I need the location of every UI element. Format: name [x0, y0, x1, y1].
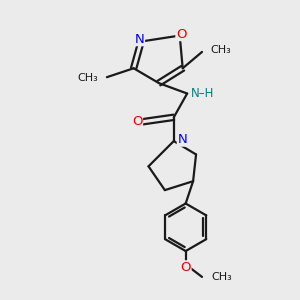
Text: CH₃: CH₃ [78, 73, 99, 83]
Text: O: O [132, 115, 142, 128]
Text: CH₃: CH₃ [210, 45, 231, 56]
Text: N: N [177, 133, 187, 146]
Text: N–H: N–H [191, 87, 214, 100]
Text: O: O [180, 261, 191, 274]
Text: O: O [176, 28, 187, 40]
Text: CH₃: CH₃ [211, 272, 232, 282]
Text: N: N [135, 33, 145, 46]
